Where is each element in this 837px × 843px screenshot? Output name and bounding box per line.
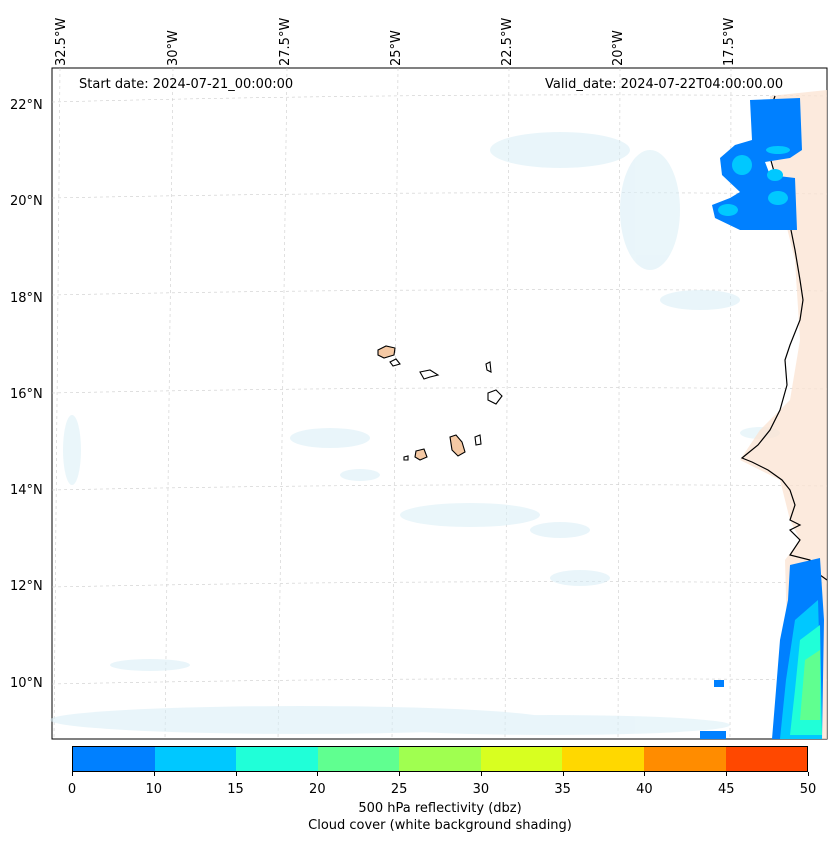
- colorbar: [72, 746, 808, 772]
- colorbar-tick-label: 40: [636, 782, 653, 797]
- lat-label-20N: 20°N: [10, 194, 43, 209]
- colorbar-tick-mark: [480, 772, 482, 776]
- reflectivity-south: [700, 558, 824, 739]
- colorbar-segment-6: [562, 747, 644, 771]
- reflectivity-north: [712, 98, 802, 230]
- colorbar-sublabel: Cloud cover (white background shading): [308, 818, 572, 833]
- colorbar-segment-3: [317, 747, 400, 771]
- lon-label-32.5W: 32.5°W: [54, 17, 69, 66]
- colorbar-tick-mark: [726, 772, 728, 776]
- valid-date-label: Valid_date: 2024-07-22T04:00:00.00: [545, 77, 784, 92]
- colorbar-tick-mark: [399, 772, 401, 776]
- colorbar-segment-0: [73, 747, 155, 771]
- colorbar-segment-7: [643, 747, 726, 771]
- colorbar-tick-mark: [562, 772, 564, 776]
- lon-label-20W: 20°W: [611, 30, 626, 66]
- colorbar-segment-8: [725, 747, 808, 771]
- colorbar-tick-mark: [808, 772, 809, 776]
- gridlines: [51, 67, 828, 740]
- colorbar-segment-2: [236, 747, 318, 771]
- colorbar-tick-mark: [644, 772, 646, 776]
- colorbar-tick-label: 0: [67, 782, 77, 797]
- colorbar-tick-label: 45: [717, 782, 735, 797]
- lat-label-22N: 22°N: [10, 98, 43, 113]
- cloud-cover-shading: [50, 132, 780, 735]
- lon-label-30W: 30°W: [166, 30, 181, 66]
- lat-label-16N: 16°N: [10, 387, 43, 402]
- lon-label-27.5W: 27.5°W: [278, 17, 293, 66]
- island-outlines: [377, 345, 503, 461]
- lat-label-14N: 14°N: [10, 483, 43, 498]
- lat-label-12N: 12°N: [10, 579, 43, 594]
- colorbar-label: 500 hPa reflectivity (dbz): [358, 801, 522, 816]
- colorbar-tick-mark: [317, 772, 319, 776]
- colorbar-tick-label: 50: [799, 782, 817, 797]
- lon-label-17.5W: 17.5°W: [722, 17, 737, 66]
- colorbar-segment-1: [154, 747, 237, 771]
- colorbar-tick-mark: [153, 772, 155, 776]
- colorbar-tick-label: 20: [309, 782, 326, 797]
- colorbar-tick-label: 25: [390, 782, 408, 797]
- colorbar-tick-label: 10: [145, 782, 163, 797]
- colorbar-tick-label: 15: [227, 782, 244, 797]
- colorbar-tick-mark: [72, 772, 73, 776]
- colorbar-tick-mark: [235, 772, 237, 776]
- colorbar-segment-4: [399, 747, 481, 771]
- lon-label-22.5W: 22.5°W: [500, 17, 515, 66]
- lat-label-10N: 10°N: [10, 676, 43, 691]
- lon-label-25W: 25°W: [389, 30, 404, 66]
- colorbar-tick-label: 30: [472, 782, 490, 797]
- colorbar-tick-label: 35: [554, 782, 571, 797]
- colorbar-segment-5: [480, 747, 563, 771]
- start-date-label: Start date: 2024-07-21_00:00:00: [79, 77, 294, 92]
- lat-label-18N: 18°N: [10, 291, 43, 306]
- map-frame: [51, 67, 828, 740]
